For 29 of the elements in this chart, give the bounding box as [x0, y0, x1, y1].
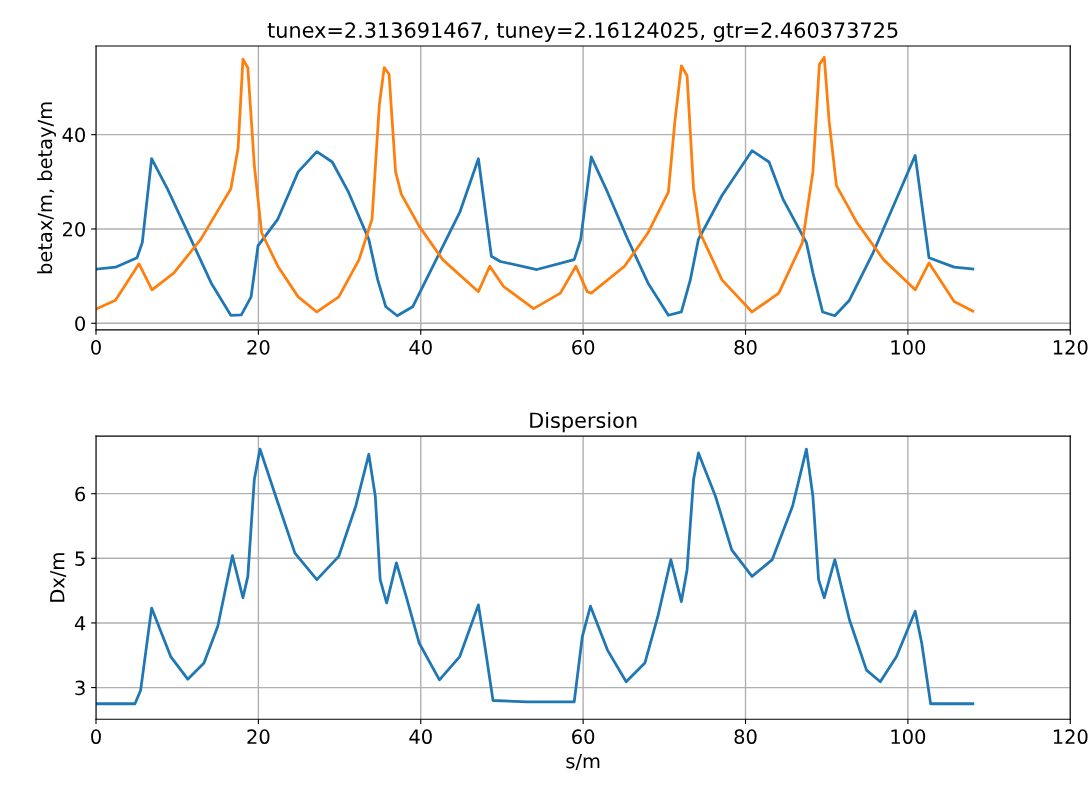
x-tick-label: 0 [91, 729, 101, 745]
y-tick-label: 3 [75, 680, 85, 696]
chart-title: Dispersion [530, 411, 637, 433]
y-tick-label: 20 [62, 221, 85, 237]
x-tick-label: 80 [734, 339, 757, 355]
y-tick-label: 40 [62, 127, 85, 143]
x-tick-label: 60 [572, 339, 595, 355]
line-series [96, 149, 975, 318]
x-tick-label: 20 [247, 729, 270, 745]
x-tick-label: 80 [734, 729, 757, 745]
x-tick-label: 0 [91, 339, 101, 355]
x-tick-label: 40 [409, 339, 432, 355]
x-tick-label: 100 [891, 729, 926, 745]
x-tick-label: 60 [572, 729, 595, 745]
y-axis-title: Dx/m [50, 553, 67, 602]
x-tick-label: 120 [1053, 339, 1088, 355]
y-tick-label: 4 [74, 616, 86, 631]
x-tick-label: 120 [1053, 729, 1088, 745]
y-axis-title: betax/m, betay/m [37, 102, 56, 274]
y-tick-label: 0 [75, 316, 85, 331]
y-tick-label: 6 [75, 486, 86, 502]
x-tick-label: 20 [247, 339, 270, 355]
y-tick-label: 5 [75, 551, 85, 566]
chart-title: tunex=2.313691467, tuney=2.16124025, gtr=2.460373725 [267, 22, 898, 42]
x-axis-title: s/m [566, 753, 600, 770]
line-series [96, 447, 975, 706]
x-tick-label: 100 [891, 339, 926, 355]
line-series [96, 55, 975, 314]
x-tick-label: 40 [409, 729, 432, 745]
